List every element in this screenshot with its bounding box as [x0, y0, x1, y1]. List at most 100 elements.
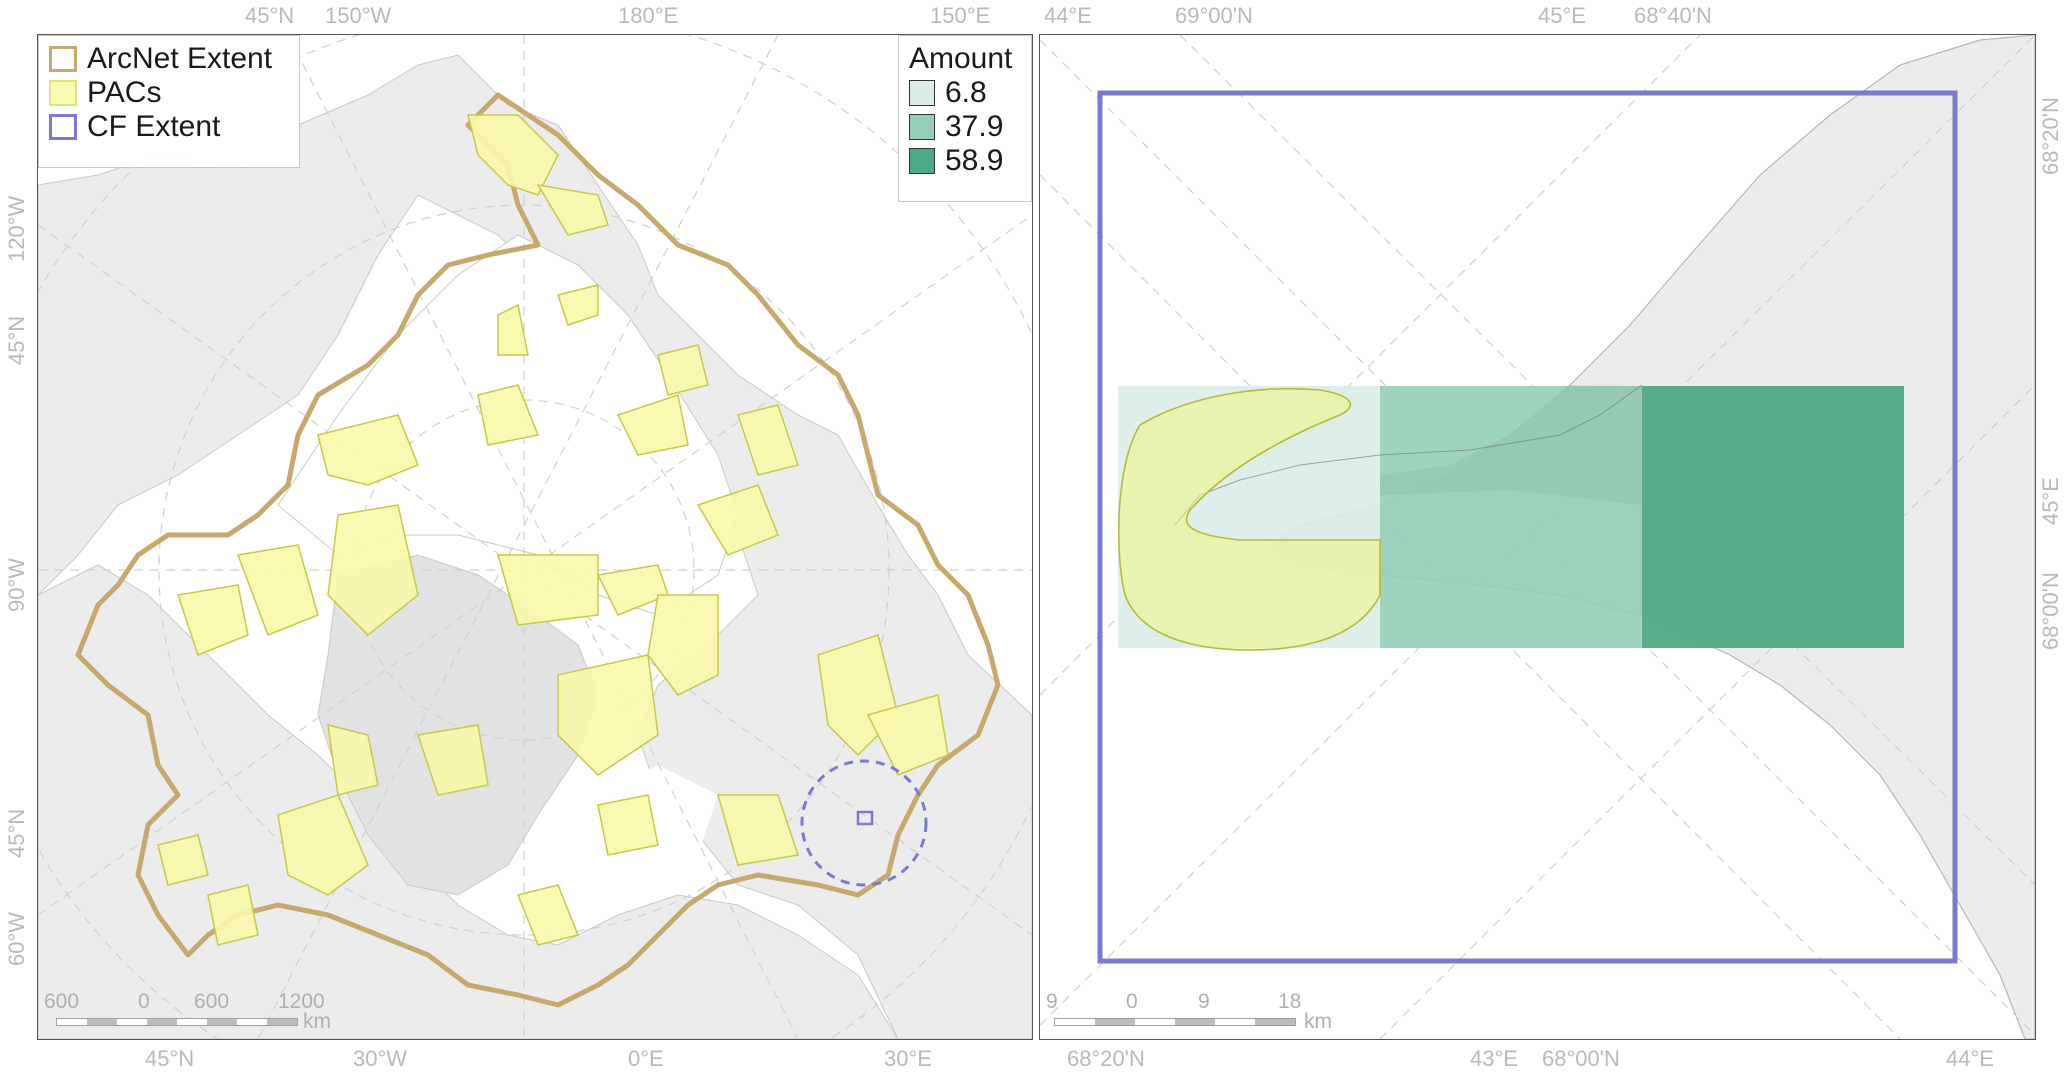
graticule-label: 30°E [884, 1046, 932, 1071]
pac-patch [516, 884, 580, 946]
amount-legend: Amount 6.8 37.9 58.9 [898, 35, 1032, 202]
arctic-overview-map[interactable]: ArcNet Extent PACs CF Extent Amount 6.8 … [37, 34, 1033, 1040]
legend-label: PACs [87, 76, 162, 109]
amount-label: 6.8 [945, 76, 987, 109]
pac-patch [497, 303, 529, 356]
graticule-label: 44°E [1946, 1046, 1994, 1071]
graticule-label: 30°W [353, 1046, 408, 1071]
scale-unit: km [303, 1010, 331, 1033]
cf-extent-box [856, 810, 874, 826]
graticule-label: 150°W [325, 3, 392, 28]
graticule-label: 69°00'N [1175, 3, 1253, 28]
amount-swatch-low [909, 80, 935, 106]
amount-legend-item: 37.9 [909, 110, 1021, 144]
amount-legend-title: Amount [909, 42, 1013, 75]
legend-label: CF Extent [87, 110, 221, 143]
amount-cell-mid [1380, 386, 1642, 648]
pac-patch [866, 694, 949, 776]
scale-label: 600 [44, 990, 80, 1013]
pac-patch [737, 404, 799, 476]
scale-label: 9 [1046, 990, 1058, 1013]
graticule-label: 68°20'N [2038, 97, 2063, 175]
amount-legend-item: 58.9 [909, 144, 1021, 178]
pac-patch [327, 504, 419, 637]
graticule-label: 43°E [1470, 1046, 1518, 1071]
graticule-label: 0°E [628, 1046, 664, 1071]
pac-patches [157, 114, 949, 946]
arcnet-extent-swatch [49, 46, 77, 72]
pac-patch [236, 544, 319, 636]
scale-label: 0 [138, 990, 150, 1013]
graticule-label: 45°E [1538, 3, 1586, 28]
scale-label: 9 [1198, 990, 1210, 1013]
pac-patch [647, 594, 719, 696]
pac-patch [557, 284, 599, 326]
cf-extent-swatch [49, 114, 77, 140]
amount-swatch-high [909, 148, 935, 174]
pac-patch [657, 344, 709, 396]
pac-patch [157, 834, 209, 886]
pac-patch [467, 114, 559, 196]
pac-patch [497, 554, 599, 626]
amount-label: 58.9 [945, 144, 1004, 177]
graticule-label: 90°W [4, 557, 29, 612]
legend-label: ArcNet Extent [87, 42, 273, 75]
graticule-label: 68°20'N [1067, 1046, 1145, 1071]
cf-extent-detail-map[interactable]: 9 0 9 18 km [1039, 34, 2036, 1040]
greenland-land [317, 554, 599, 896]
scale-label: 18 [1278, 990, 1302, 1013]
cf-extent-circle [800, 759, 928, 887]
amount-label: 37.9 [945, 110, 1004, 143]
pac-patch [327, 724, 379, 796]
graticule-label: 150°E [930, 3, 991, 28]
arcnet-extent-outline [75, 92, 1001, 1008]
amount-swatch-mid [909, 114, 935, 140]
graticule-label: 44°E [1044, 3, 1092, 28]
north-america-land [38, 54, 1032, 1039]
graticule-label: 180°E [618, 3, 679, 28]
graticule-label: 45°N [4, 315, 29, 365]
graticule-label: 68°00'N [1542, 1046, 1620, 1071]
coast-line [1174, 384, 1643, 526]
pac-patch [616, 394, 689, 456]
pac-patch [557, 654, 659, 776]
graticule-label: 68°40'N [1634, 3, 1712, 28]
graticule-label: 45°N [4, 808, 29, 858]
pac-patch [717, 794, 799, 866]
scale-label: 600 [194, 990, 230, 1013]
pac-patch [597, 794, 659, 856]
scale-label: 1200 [278, 990, 325, 1013]
pac-patch [477, 384, 540, 446]
legend-item-pacs: PACs [49, 76, 289, 110]
graticule-label: 45°N [145, 1046, 195, 1071]
legend-item-arcnet-extent: ArcNet Extent [49, 42, 289, 76]
pac-patch [536, 183, 609, 236]
right-scale-bar: 9 0 9 18 km [1046, 990, 1332, 1033]
pac-patch [277, 794, 369, 896]
scale-label: 0 [1126, 990, 1138, 1013]
arctic-map-canvas [38, 35, 1032, 1039]
scale-unit: km [1304, 1010, 1332, 1033]
pac-patch [417, 724, 489, 796]
pac-patch [207, 884, 259, 946]
detail-map-canvas [1040, 35, 2035, 1039]
pac-patch [177, 584, 249, 656]
graticule-label: 68°00'N [2038, 572, 2063, 650]
pacs-swatch [49, 80, 77, 106]
layer-legend: ArcNet Extent PACs CF Extent [38, 35, 300, 168]
legend-item-cf-extent: CF Extent [49, 110, 289, 144]
pac-patch-detail [1117, 387, 1381, 651]
scale-bar-graphic [56, 1018, 298, 1026]
graticule-label: 45°N [245, 3, 295, 28]
amount-cell-high [1642, 386, 1904, 648]
amount-legend-item: 6.8 [909, 76, 1021, 110]
graticule-label: 60°W [4, 911, 29, 966]
left-scale-bar: 600 0 600 1200 km [44, 990, 331, 1033]
cf-extent-rectangle [1097, 90, 1958, 964]
land-overlay [1380, 385, 1642, 505]
pac-patch [696, 484, 779, 556]
pac-patch [317, 414, 419, 486]
scale-bar-graphic [1054, 1018, 1296, 1026]
graticule-label: 45°E [2038, 477, 2063, 525]
graticule-label: 120°W [4, 195, 29, 262]
